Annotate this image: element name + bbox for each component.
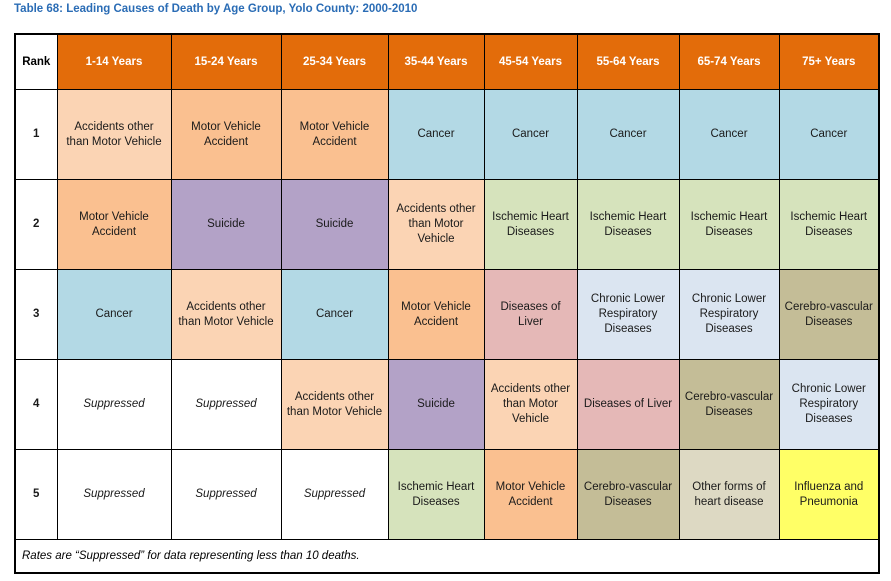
cause-cell: Suppressed: [280, 449, 389, 540]
cause-cell: Cancer: [678, 89, 780, 180]
cause-cell: Chronic Lower Respiratory Diseases: [678, 269, 780, 360]
page-title: Table 68: Leading Causes of Death by Age…: [14, 3, 418, 15]
cause-cell: Influenza and Pneumonia: [778, 449, 880, 540]
cause-cell: Ischemic Heart Diseases: [778, 179, 880, 270]
cause-cell: Accidents other than Motor Vehicle: [483, 359, 578, 450]
rank-cell: 4: [14, 359, 58, 450]
cause-cell: Motor Vehicle Accident: [483, 449, 578, 540]
cause-cell: Accidents other than Motor Vehicle: [280, 359, 389, 450]
cause-cell: Accidents other than Motor Vehicle: [387, 179, 485, 270]
cause-cell: Cerebro-vascular Diseases: [778, 269, 880, 360]
cause-cell: Suicide: [280, 179, 389, 270]
causes-of-death-table: Rank 1-14 Years 15-24 Years 25-34 Years 35-…: [14, 33, 880, 574]
cause-cell: Accidents other than Motor Vehicle: [170, 269, 282, 360]
rank-cell: 5: [14, 449, 58, 540]
cause-cell: Motor Vehicle Accident: [387, 269, 485, 360]
cause-cell: Cancer: [576, 89, 680, 180]
table-row: 4 Suppressed Suppressed Accidents other tha…: [14, 359, 880, 450]
cause-cell: Diseases of Liver: [483, 269, 578, 360]
age-group-header: 15-24 Years: [170, 33, 282, 90]
cause-cell: Suppressed: [56, 359, 172, 450]
cause-cell: Ischemic Heart Diseases: [483, 179, 578, 270]
cause-cell: Cerebro-vascular Diseases: [576, 449, 680, 540]
rank-cell: 3: [14, 269, 58, 360]
cause-cell: Chronic Lower Respiratory Diseases: [576, 269, 680, 360]
cause-cell: Ischemic Heart Diseases: [576, 179, 680, 270]
table-row: 2 Motor Vehicle Accident Suicide Suicide Acc…: [14, 179, 880, 270]
cause-cell: Motor Vehicle Accident: [56, 179, 172, 270]
cause-cell: Suicide: [170, 179, 282, 270]
table-row: 1 Accidents other than Motor Vehicle Motor…: [14, 89, 880, 180]
cause-cell: Cancer: [56, 269, 172, 360]
rank-cell: 2: [14, 179, 58, 270]
cause-cell: Diseases of Liver: [576, 359, 680, 450]
cause-cell: Suppressed: [170, 359, 282, 450]
table-footnote: Rates are “Suppressed” for data represen…: [14, 539, 880, 574]
cause-cell: Cancer: [387, 89, 485, 180]
cause-cell: Ischemic Heart Diseases: [678, 179, 780, 270]
cause-cell: Other forms of heart disease: [678, 449, 780, 540]
age-group-header: 25-34 Years: [280, 33, 389, 90]
cause-cell: Motor Vehicle Accident: [170, 89, 282, 180]
cause-cell: Cancer: [280, 269, 389, 360]
age-group-header: 45-54 Years: [483, 33, 578, 90]
footnote-row: Rates are “Suppressed” for data represen…: [14, 539, 880, 574]
rank-cell: 1: [14, 89, 58, 180]
cause-cell: Suicide: [387, 359, 485, 450]
age-group-header: 75+ Years: [778, 33, 880, 90]
age-group-header: 1-14 Years: [56, 33, 172, 90]
table-row: 5 Suppressed Suppressed Suppressed Ischemic …: [14, 449, 880, 540]
cause-cell: Motor Vehicle Accident: [280, 89, 389, 180]
cause-cell: Suppressed: [56, 449, 172, 540]
cause-cell: Suppressed: [170, 449, 282, 540]
table-row: 3 Cancer Accidents other than Motor Vehicl…: [14, 269, 880, 360]
cause-cell: Cerebro-vascular Diseases: [678, 359, 780, 450]
header-row: Rank 1-14 Years 15-24 Years 25-34 Years 35-…: [14, 33, 880, 90]
age-group-header: 65-74 Years: [678, 33, 780, 90]
cause-cell: Cancer: [483, 89, 578, 180]
cause-cell: Cancer: [778, 89, 880, 180]
cause-cell: Accidents other than Motor Vehicle: [56, 89, 172, 180]
rank-column-header: Rank: [14, 33, 58, 90]
cause-cell: Ischemic Heart Diseases: [387, 449, 485, 540]
cause-cell: Chronic Lower Respiratory Diseases: [778, 359, 880, 450]
age-group-header: 55-64 Years: [576, 33, 680, 90]
age-group-header: 35-44 Years: [387, 33, 485, 90]
